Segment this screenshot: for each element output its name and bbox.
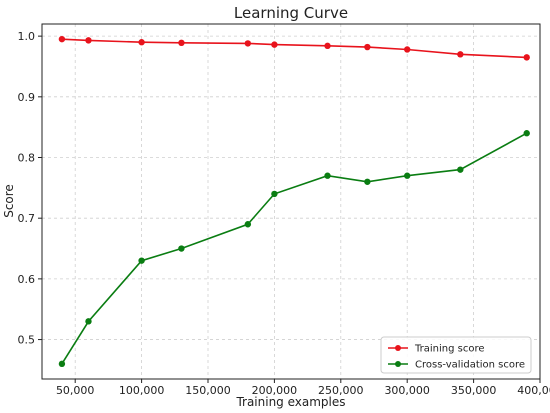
training-score-point [85,37,92,44]
cross-validation-score-point [457,166,464,173]
y-tick-label: 0.8 [18,152,36,165]
grid-lines [42,24,541,379]
cross-validation-score-point [178,245,185,252]
legend-cross-validation-score-label: Cross-validation score [415,360,525,371]
cross-validation-score-point [364,178,371,185]
training-score-point [58,35,66,43]
x-tick-label: 350,000 [451,384,497,397]
x-axis-label: Training examples [235,395,345,409]
legend: Training score Cross-validation score [380,336,532,374]
x-tick-label: 150,000 [185,384,231,397]
y-tick-label: 0.5 [18,334,36,347]
training-score-point [404,46,411,53]
training-score-point [523,54,530,61]
plot-series [58,35,530,368]
y-axis-label: Score [2,184,16,218]
training-score-point [271,41,278,48]
cross-validation-score-point [138,257,145,264]
plot-frame [41,23,541,380]
x-tick-label: 250,000 [318,384,364,397]
cross-validation-score-point [85,318,92,325]
training-score-point [364,43,371,51]
training-score-point [244,40,252,47]
legend-training-score-marker [395,345,401,351]
cross-validation-score-point [58,360,66,368]
training-score-point [457,51,464,58]
training-score-point [138,39,145,46]
training-score-line [61,38,527,59]
y-tick-label: 1.0 [18,30,36,43]
cross-validation-score-point [271,190,278,198]
cross-validation-score-point [523,130,530,137]
y-tick-label: 0.7 [18,212,36,225]
x-tick-label: 200,000 [252,384,298,397]
y-tick-label: 0.9 [18,91,36,104]
legend-training-score-label: Training score [414,344,485,355]
axis-ticks: 50,000 100,000 150,000 200,000 250,000 300,00… [18,30,550,397]
training-score-point [178,39,185,47]
x-tick-label: 400,000 [517,384,550,397]
chart-title: Learning Curve [234,4,348,22]
training-score-point [324,42,331,50]
x-tick-label: 50,000 [56,384,95,397]
x-tick-label: 100,000 [119,384,165,397]
cross-validation-score-point [404,172,411,179]
cross-validation-score-line [61,132,528,365]
legend-box [380,336,532,374]
legend-cross-validation-score-marker [395,361,401,367]
cross-validation-score-point [324,172,331,179]
x-tick-label: 300,000 [384,384,430,397]
y-tick-label: 0.6 [18,273,36,286]
cross-validation-score-point [244,221,252,228]
